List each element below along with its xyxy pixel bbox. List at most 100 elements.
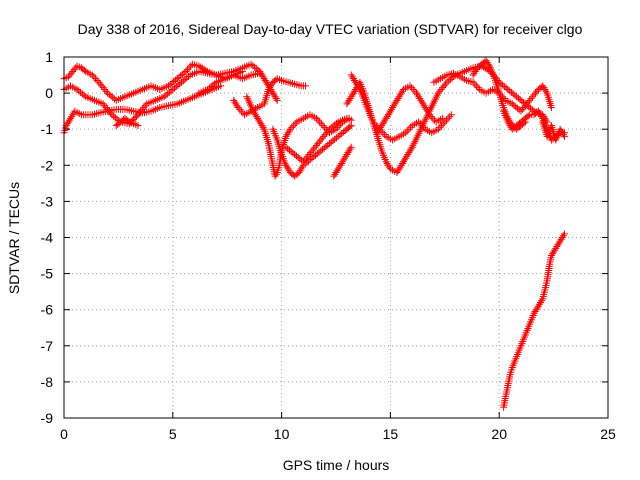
data-point — [407, 145, 415, 153]
data-point — [297, 165, 305, 173]
data-point — [171, 76, 179, 84]
data-point — [517, 107, 525, 115]
series-arc-14 — [430, 69, 555, 115]
x-tick-label: 15 — [383, 426, 399, 442]
y-tick-label: -1 — [41, 121, 54, 137]
data-point — [321, 123, 329, 131]
data-point — [506, 122, 514, 130]
data-point — [249, 107, 257, 115]
y-tick-label: 0 — [45, 85, 53, 101]
data-point — [530, 309, 538, 317]
data-point — [518, 97, 526, 105]
data-point — [184, 72, 192, 80]
data-point — [394, 167, 402, 175]
data-point — [516, 96, 524, 104]
data-marks — [60, 57, 568, 411]
y-tick-labels: 1 0 -1 -2 -3 -4 -5 -6 -7 -8 -9 — [41, 49, 54, 426]
data-point — [69, 67, 77, 75]
data-point — [387, 105, 395, 113]
data-point — [167, 87, 175, 95]
data-point — [141, 102, 149, 110]
data-point — [445, 77, 453, 85]
data-point — [443, 78, 451, 86]
data-point — [70, 109, 78, 117]
data-point — [385, 109, 393, 117]
data-point — [534, 302, 542, 310]
data-point — [507, 88, 515, 96]
data-point — [185, 64, 193, 72]
data-point — [434, 89, 442, 97]
data-point — [427, 113, 435, 121]
data-point — [512, 103, 520, 111]
data-point — [204, 85, 212, 93]
data-point — [254, 114, 262, 122]
data-point — [69, 111, 77, 119]
data-point — [537, 111, 545, 119]
data-point — [282, 132, 290, 140]
data-point — [285, 127, 293, 135]
data-point — [271, 93, 279, 101]
data-point — [99, 84, 107, 92]
data-point — [325, 125, 333, 133]
data-point — [415, 118, 423, 126]
data-point — [282, 161, 290, 169]
data-point — [411, 87, 419, 95]
data-point — [471, 67, 479, 75]
data-point — [305, 150, 313, 158]
data-point — [317, 120, 325, 128]
data-point — [430, 116, 438, 124]
data-point — [510, 101, 518, 109]
data-point — [173, 75, 181, 83]
data-point — [63, 120, 71, 128]
data-point — [335, 163, 343, 171]
data-point — [101, 85, 109, 93]
series-arc-11 — [343, 62, 551, 177]
data-point — [255, 116, 263, 124]
data-point — [252, 65, 260, 73]
data-point — [391, 100, 399, 108]
data-point — [308, 147, 316, 155]
data-point — [320, 132, 328, 140]
data-point — [396, 91, 404, 99]
data-point — [289, 149, 297, 157]
data-point — [332, 134, 340, 142]
data-point — [160, 93, 168, 101]
data-point — [67, 69, 75, 77]
data-point — [329, 137, 337, 145]
data-point — [261, 76, 269, 84]
data-point — [527, 95, 535, 103]
data-point — [131, 114, 139, 122]
data-point — [423, 107, 431, 115]
data-point — [162, 91, 170, 99]
data-point — [402, 129, 410, 137]
data-point — [416, 120, 424, 128]
data-point — [521, 102, 529, 110]
data-point — [553, 243, 561, 251]
data-point — [533, 87, 541, 95]
data-point — [532, 306, 540, 314]
data-point — [389, 104, 397, 112]
data-point — [482, 57, 490, 65]
data-point — [537, 298, 545, 306]
data-point — [310, 145, 318, 153]
data-point — [134, 111, 142, 119]
data-point — [88, 71, 96, 79]
data-point — [337, 159, 345, 167]
data-point — [394, 95, 402, 103]
data-point — [447, 111, 455, 119]
data-point — [251, 111, 259, 119]
data-point — [401, 156, 409, 164]
x-tick-label: 20 — [491, 426, 507, 442]
data-point — [354, 82, 362, 90]
series-arc-5 — [195, 69, 264, 97]
data-point — [304, 152, 312, 160]
data-point — [105, 91, 113, 99]
data-point — [547, 104, 555, 112]
data-point — [439, 120, 447, 128]
data-point — [557, 127, 565, 135]
data-point — [104, 105, 112, 113]
data-point — [251, 63, 259, 71]
data-point — [395, 93, 403, 101]
data-point — [312, 141, 320, 149]
